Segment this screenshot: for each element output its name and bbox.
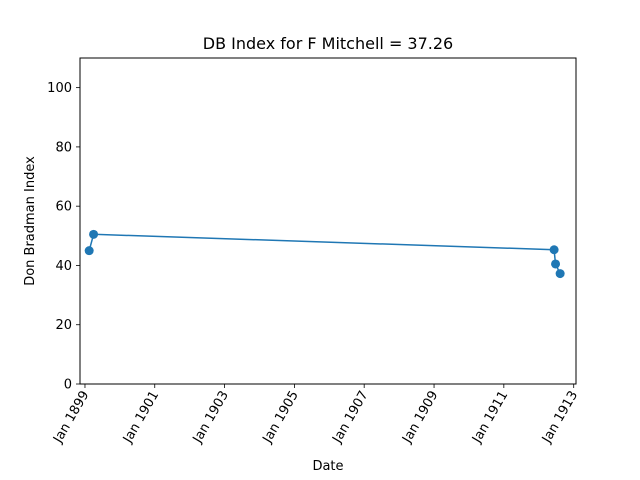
chart-title: DB Index for F Mitchell = 37.26 [203, 34, 453, 53]
data-point [555, 269, 565, 279]
x-tick-label: Jan 1899 [50, 389, 92, 447]
x-tick-label: Jan 1901 [120, 389, 162, 447]
y-tick-label: 100 [47, 81, 72, 96]
data-point [89, 229, 99, 239]
x-axis-label: Date [312, 459, 343, 474]
x-tick-label: Jan 1909 [399, 389, 441, 447]
x-tick-label: Jan 1911 [469, 388, 511, 446]
y-tick-label: 0 [64, 378, 72, 393]
x-tick-label: Jan 1903 [190, 389, 232, 447]
series-line [88, 233, 561, 274]
x-tick-label: Jan 1905 [260, 389, 302, 447]
x-axis-ticks: Jan 1899 Jan 1901 Jan 1903 Jan 1905 Jan 1907… [50, 384, 581, 446]
x-tick-label: Jan 1913 [539, 389, 581, 447]
axes-frame [79, 57, 577, 385]
data-point [84, 246, 94, 256]
y-tick-label: 80 [55, 140, 72, 155]
y-tick-label: 20 [55, 318, 72, 333]
data-point [549, 245, 559, 255]
y-axis-label: Don Bradman Index [23, 156, 38, 286]
x-tick-label: Jan 1907 [330, 389, 372, 447]
data-point [551, 259, 561, 269]
y-axis-ticks: 0 20 40 60 80 100 [47, 81, 80, 393]
plot-area [84, 229, 565, 279]
y-tick-label: 40 [55, 259, 72, 274]
y-tick-label: 60 [55, 200, 72, 215]
